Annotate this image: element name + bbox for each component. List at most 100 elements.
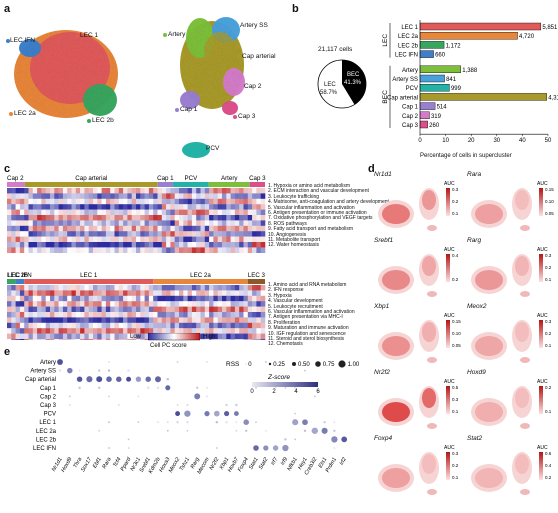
bec-heatmap-cell — [58, 204, 64, 210]
bec-heatmap-cell — [54, 242, 59, 248]
bec-heatmap-cell — [97, 198, 102, 205]
dotplot-row-label: Artery — [40, 360, 56, 366]
bec-heatmap-cell — [157, 209, 163, 216]
bar — [419, 31, 518, 40]
lec-heatmap-cell — [131, 322, 137, 329]
bec-heatmap-cell — [161, 204, 167, 210]
dotplot-dot — [206, 395, 208, 398]
bec-heatmap-cell — [41, 231, 46, 237]
bec-heatmap-cell — [239, 188, 244, 194]
bec-heatmap-cell — [97, 220, 102, 226]
bec-heatmap-cell — [45, 209, 51, 216]
bec-heatmap-cell — [243, 247, 249, 253]
lec-heatmap-cell — [157, 290, 163, 296]
bec-heatmap-cell — [166, 242, 171, 248]
bec-heatmap-cell — [123, 188, 128, 194]
bec-heatmap-cell — [179, 188, 184, 194]
bar-count-label: 841 — [446, 77, 457, 83]
lec-heatmap-cell — [114, 295, 120, 302]
lec-heatmap-cell — [230, 328, 236, 334]
bec-heatmap-cell — [153, 204, 158, 210]
lec-heatmap-cell — [179, 285, 184, 291]
lec-heatmap-cell — [247, 285, 253, 291]
bec-heatmap-cell — [105, 198, 111, 205]
lec-heatmap-cell — [213, 301, 218, 307]
lec-heatmap-cell — [54, 312, 59, 318]
lec-heatmap-cell — [170, 328, 175, 334]
lec-heatmap-cell — [157, 285, 163, 291]
bar — [419, 111, 430, 120]
bec-heatmap-cell — [118, 188, 124, 194]
lec-heatmap-cell — [170, 295, 175, 302]
auc-tick: 0.10 — [545, 199, 554, 204]
lec-heatmap-cell — [28, 322, 34, 329]
lec-heatmap-cell — [58, 328, 64, 334]
lec-heatmap-cell — [19, 339, 25, 340]
lec-heatmap-cell — [140, 317, 145, 323]
bec-heatmap-cell — [183, 236, 188, 243]
rss-legend-value: 1.00 — [348, 362, 360, 368]
lec-heatmap-cell — [140, 306, 145, 313]
panel-e-letter: e — [4, 346, 11, 358]
bec-heatmap-cell — [140, 242, 145, 248]
lec-heatmap-cell — [97, 301, 102, 307]
bec-heatmap-cell — [84, 220, 89, 226]
lec-heatmap-cell — [123, 339, 128, 340]
bec-heatmap-cell — [260, 193, 266, 199]
lec-heatmap-cell — [217, 328, 223, 334]
bec-heatmap-cell — [153, 220, 158, 226]
lec-heatmap-cell — [45, 322, 51, 329]
bec-heatmap-cell — [88, 242, 94, 248]
lec-heatmap-cell — [101, 322, 107, 329]
bec-heatmap-cell — [75, 225, 81, 232]
bec-heatmap-cell — [24, 242, 29, 248]
bec-heatmap-cell — [157, 198, 163, 205]
bec-heatmap-cell — [217, 198, 223, 205]
bec-heatmap-cell — [187, 215, 193, 221]
bec-heatmap-cell — [24, 193, 29, 199]
lec-heatmap-cell — [191, 328, 197, 334]
bec-heatmap-cell — [234, 231, 240, 237]
lec-heatmap-cell — [247, 312, 253, 318]
bec-heatmap-cell — [166, 247, 171, 253]
lec-heatmap-cell — [222, 312, 227, 318]
lec-heatmap-cell — [200, 306, 206, 313]
bec-heatmap-cell — [239, 242, 244, 248]
dotplot-dot — [245, 429, 248, 432]
dotplot-dot — [68, 395, 71, 398]
bec-heatmap-cell — [234, 220, 240, 226]
bec-heatmap-cell — [174, 198, 180, 205]
dotplot-gene-label: Nr2f2 — [209, 457, 221, 472]
lec-heatmap-cell — [200, 295, 206, 302]
bec-heatmap-cell — [15, 247, 21, 253]
bec-heatmap-cell — [166, 236, 171, 243]
lec-heatmap-cell — [144, 312, 150, 318]
lec-heatmap-cell — [174, 328, 180, 334]
bec-heatmap-cell — [127, 198, 132, 205]
lec-heatmap-cell — [37, 285, 42, 291]
lec-heatmap-cell — [256, 285, 261, 291]
bec-heatmap-cell — [136, 198, 141, 205]
lec-heatmap-cell — [28, 301, 34, 307]
bec-heatmap-cell — [234, 198, 240, 205]
rss-legend-dot — [245, 363, 247, 365]
lec-heatmap-cell — [105, 295, 111, 302]
lec-heatmap-cell — [148, 312, 154, 318]
lec-heatmap-cell — [37, 317, 42, 323]
lec-heatmap-cell — [148, 285, 154, 291]
lec-heatmap-cell — [213, 333, 218, 340]
bec-heatmap-cell — [170, 242, 175, 248]
lec-heatmap-cell — [252, 312, 257, 318]
bec-heatmap-cell — [80, 198, 85, 205]
lec-heatmap-cell — [15, 328, 21, 334]
bec-heatmap-cell — [58, 188, 64, 194]
bec-heatmap-cell — [7, 188, 12, 194]
lec-heatmap-cell — [101, 290, 107, 296]
bec-term: 5. Vascular inflammation and activation — [268, 204, 355, 211]
bec-heatmap-cell — [105, 204, 111, 210]
bec-heatmap-cell — [153, 193, 158, 199]
lec-heatmap-cell — [114, 290, 120, 296]
rss-legend-dot — [268, 362, 272, 366]
bec-heatmap-cell — [222, 231, 227, 237]
dotplot-dot — [137, 421, 140, 424]
